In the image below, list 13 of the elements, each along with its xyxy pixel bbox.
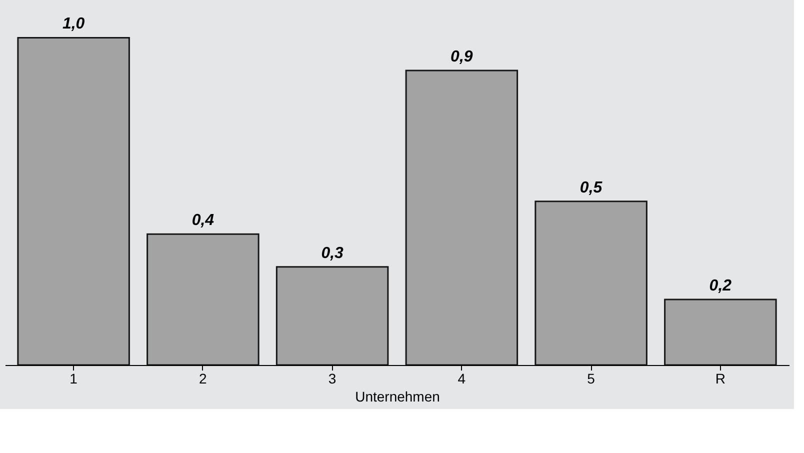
- data-label: 0,2: [709, 278, 732, 295]
- data-label: 1,0: [62, 16, 85, 33]
- x-tick-label: 4: [458, 370, 466, 386]
- data-label: 0,9: [450, 48, 473, 66]
- data-label: 0,5: [580, 179, 604, 196]
- data-label: 0,3: [321, 244, 344, 262]
- x-tick-label: 1: [70, 370, 78, 386]
- x-tick-label: 2: [199, 370, 208, 386]
- x-tick-label: 5: [587, 370, 596, 386]
- x-axis-title: Unternehmen: [355, 388, 440, 404]
- data-label: 0,4: [192, 212, 214, 230]
- x-tick-label: R: [715, 370, 726, 386]
- x-tick-label: 3: [328, 370, 336, 386]
